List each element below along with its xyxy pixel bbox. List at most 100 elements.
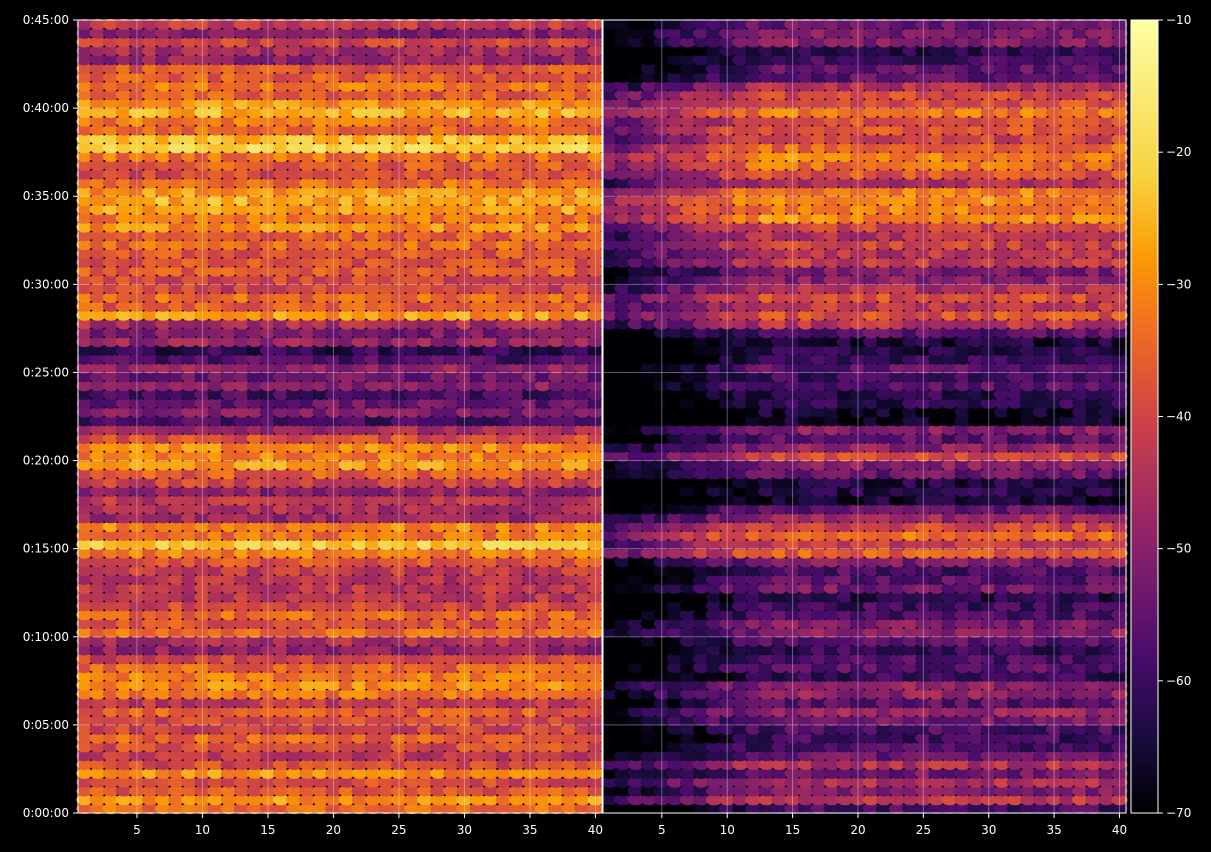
heatmap-cell [272, 600, 290, 612]
heatmap-cell [377, 450, 394, 462]
heatmap-cell [574, 759, 591, 770]
heatmap-cell [561, 547, 578, 559]
heatmap-cell [469, 503, 486, 515]
heatmap-cell [76, 653, 93, 665]
heatmap-cell [548, 477, 565, 489]
heatmap-cell [390, 424, 407, 436]
heatmap-cell [404, 406, 421, 418]
heatmap-cell [299, 512, 316, 524]
heatmap-cell [312, 785, 329, 797]
heatmap-cell [495, 715, 512, 726]
heatmap-cell [89, 626, 106, 638]
heatmap-cell [155, 767, 172, 779]
heatmap-cell [430, 591, 447, 603]
heatmap-cell [142, 688, 159, 700]
heatmap-cell [390, 547, 407, 559]
heatmap-cell [574, 485, 591, 497]
heatmap-cell [351, 785, 368, 797]
heatmap-cell [299, 794, 316, 806]
heatmap-cell [76, 635, 93, 647]
heatmap-cell [155, 785, 172, 797]
heatmap-cell [482, 600, 499, 612]
heatmap-cell [469, 450, 486, 462]
heatmap-cell [417, 424, 434, 436]
heatmap-cell [561, 450, 578, 462]
heatmap-cell [207, 582, 224, 594]
heatmap-cell [168, 794, 185, 806]
heatmap-cell [548, 450, 565, 462]
heatmap-cell [456, 803, 473, 815]
heatmap-cell [508, 688, 525, 700]
heatmap-cell [443, 679, 460, 691]
heatmap-cell [561, 767, 578, 779]
heatmap-cell [364, 723, 381, 735]
heatmap-cell [417, 556, 434, 568]
heatmap-cell [377, 732, 394, 744]
heatmap-cell [534, 618, 552, 630]
heatmap-cell [142, 759, 159, 770]
heatmap-cell [534, 450, 552, 462]
heatmap-cell [76, 706, 93, 718]
heatmap-cell [351, 538, 368, 550]
heatmap-cell [194, 503, 211, 515]
heatmap-cell [521, 741, 539, 753]
heatmap-cell [338, 750, 355, 762]
heatmap-cell [128, 406, 145, 418]
heatmap-cell [102, 785, 119, 797]
heatmap-cell [404, 591, 421, 603]
heatmap-cell [194, 477, 211, 489]
heatmap-cell [364, 688, 381, 700]
heatmap-cell [115, 415, 132, 427]
heatmap-cell [482, 450, 499, 462]
heatmap-cell [89, 715, 106, 726]
heatmap-cell [142, 547, 159, 559]
heatmap-cell [286, 477, 303, 489]
heatmap-cell [155, 741, 172, 753]
heatmap-cell [508, 706, 525, 718]
heatmap-cell [299, 759, 316, 770]
heatmap-cell [456, 538, 473, 550]
heatmap-cell [508, 530, 525, 541]
heatmap-cell [194, 679, 211, 691]
heatmap-cell [377, 644, 394, 656]
heatmap-cell [469, 785, 486, 797]
heatmap-cell [377, 591, 394, 603]
heatmap-cell [142, 565, 159, 577]
heatmap-cell [495, 750, 512, 762]
heatmap-cell [443, 547, 460, 559]
heatmap-cell [364, 706, 381, 718]
heatmap-cell [115, 512, 132, 524]
heatmap-cell [521, 477, 539, 489]
heatmap-cell [482, 547, 499, 559]
heatmap-cell [561, 723, 578, 735]
heatmap-cell [286, 697, 303, 709]
heatmap-cell [351, 626, 368, 638]
heatmap-cell [207, 785, 224, 797]
heatmap-cell [417, 406, 434, 418]
heatmap-cell [534, 433, 552, 444]
heatmap-cell [207, 723, 224, 735]
heatmap-cell [430, 670, 447, 682]
heatmap-cell [587, 441, 604, 453]
heatmap-cell [404, 574, 421, 585]
heatmap-cell [469, 653, 486, 665]
heatmap-cell [390, 715, 407, 726]
heatmap-cell [168, 600, 185, 612]
heatmap-cell [220, 644, 237, 656]
heatmap-cell [76, 776, 93, 788]
heatmap-cell [299, 618, 316, 630]
heatmap-cell [115, 759, 132, 770]
heatmap-cell [417, 609, 434, 621]
heatmap-cell [508, 741, 525, 753]
heatmap-cell [548, 556, 565, 568]
heatmap-cell [181, 662, 198, 674]
heatmap-cell [508, 477, 525, 489]
heatmap-cell [338, 785, 355, 797]
heatmap-cell [325, 441, 342, 453]
heatmap-cell [364, 477, 381, 489]
heatmap-cell [469, 759, 486, 770]
heatmap-cell [521, 653, 539, 665]
heatmap-cell [351, 441, 368, 453]
heatmap-cell [574, 803, 591, 815]
heatmap-cell [482, 609, 499, 621]
